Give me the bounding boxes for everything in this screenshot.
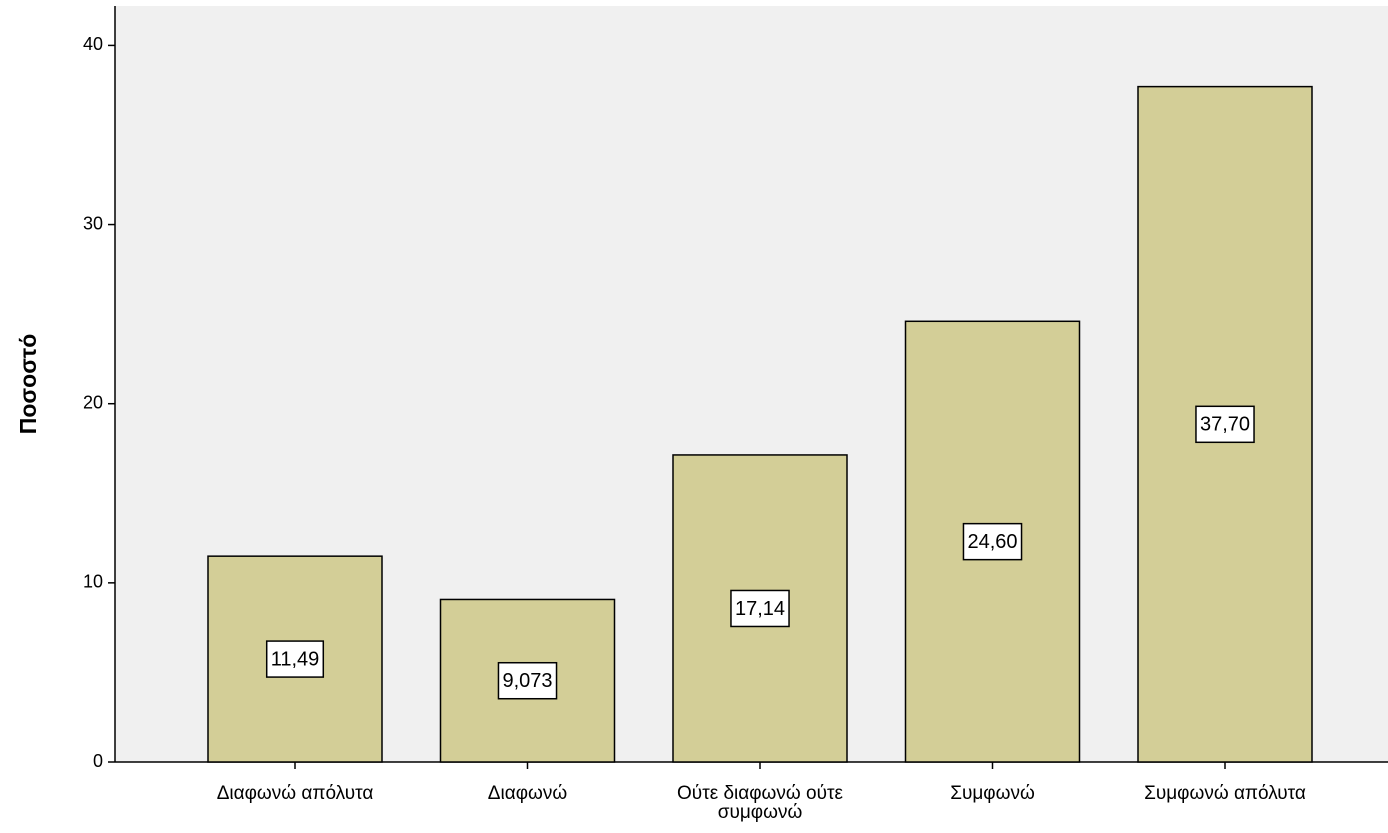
y-tick-label: 0 — [93, 751, 103, 771]
x-tick-label: Διαφωνώ απόλυτα — [216, 783, 374, 804]
value-label: 9,073 — [502, 670, 552, 692]
y-tick-label: 20 — [83, 392, 103, 412]
value-label: 11,49 — [271, 648, 320, 670]
x-tick-label: Διαφωνώ — [487, 783, 568, 804]
y-tick-label: 40 — [83, 34, 103, 54]
y-tick-label: 30 — [83, 213, 103, 233]
x-tick-label: Συμφωνώ απόλυτα — [1144, 783, 1306, 804]
x-tick-label: Συμφωνώ — [950, 783, 1035, 804]
value-label: 37,70 — [1200, 414, 1250, 436]
value-label-box — [497, 661, 558, 700]
y-axis-title: Ποσοστό — [15, 334, 41, 435]
value-label: 24,60 — [967, 531, 1017, 553]
x-tick-label: Ούτε διαφωνώ ούτε συμφωνώ — [677, 783, 843, 823]
value-label-box — [1195, 405, 1255, 444]
value-label: 17,14 — [735, 598, 785, 620]
y-tick-label: 10 — [83, 572, 103, 592]
value-label-box — [730, 589, 790, 628]
value-label-box — [962, 522, 1023, 561]
value-label-box — [265, 640, 325, 678]
